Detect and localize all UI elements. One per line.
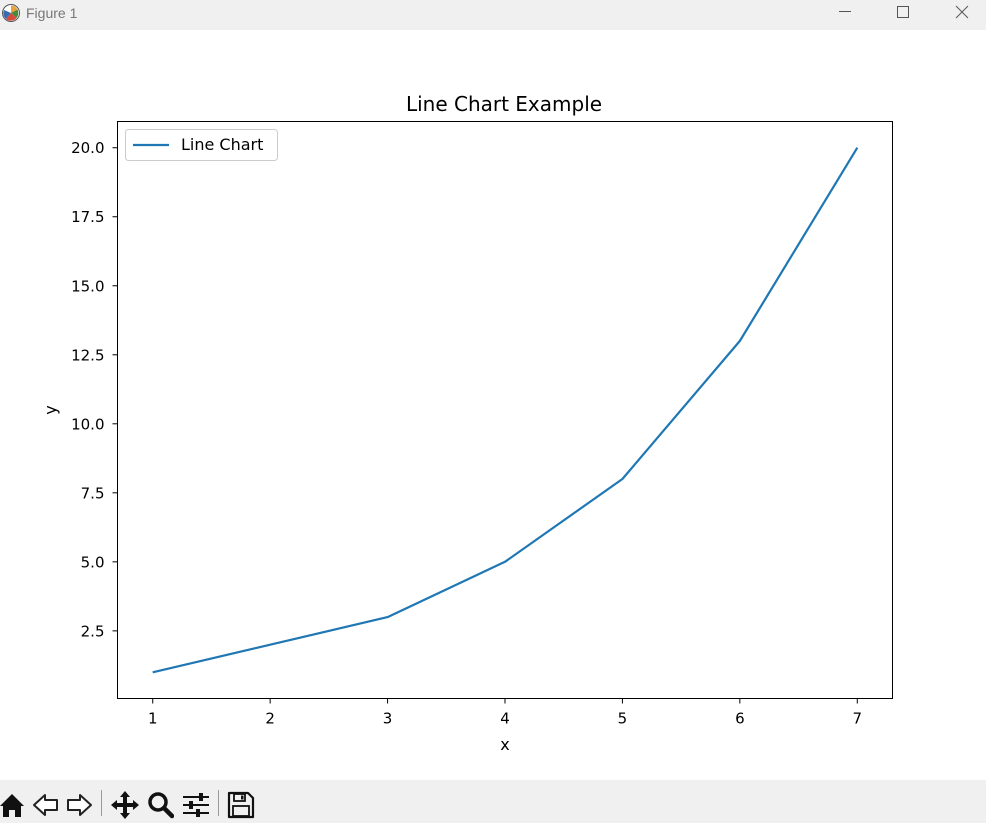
y-axis-label: y [41,405,60,414]
floppy-disk-icon [227,791,255,819]
x-tick-label: 7 [852,710,862,728]
series-line [152,147,859,674]
close-icon [955,5,969,19]
minimize-icon [839,11,851,12]
y-tick-label: 20.0 [71,139,104,157]
forward-button[interactable] [65,780,93,823]
navigation-toolbar [0,780,986,823]
x-tick-label: 1 [148,710,158,728]
back-button[interactable] [32,780,60,823]
toolbar-separator [218,790,219,816]
window-title: Figure 1 [26,5,78,21]
matplotlib-logo-icon [2,4,20,22]
y-tick-label: 10.0 [71,415,104,433]
maximize-icon [897,6,909,18]
y-tick-label: 15.0 [71,277,104,295]
zoom-button[interactable] [146,780,174,823]
legend-label: Line Chart [181,135,263,154]
window-titlebar: Figure 1 [0,0,986,30]
toolbar-separator [101,790,102,816]
home-button[interactable] [0,780,24,823]
minimize-button[interactable] [822,0,868,30]
x-tick-label: 5 [618,710,628,728]
figure-canvas[interactable]: Line Chart Example 1 2 3 4 5 6 7 2.5 5.0 7.5 10.0… [0,30,986,780]
x-tick-label: 4 [500,710,510,728]
legend-box [125,129,278,161]
y-axis-ticks: 2.5 5.0 7.5 10.0 12.5 15.0 17.5 20.0 [71,139,118,640]
plot-area [117,121,893,699]
x-tick-label: 3 [383,710,393,728]
x-tick-label: 6 [735,710,745,728]
x-axis-ticks: 1 2 3 4 5 6 7 [148,698,862,728]
save-button[interactable] [227,780,255,823]
y-tick-label: 5.0 [81,553,105,571]
y-tick-label: 17.5 [71,208,104,226]
maximize-button[interactable] [880,0,926,30]
y-tick-label: 12.5 [71,346,104,364]
legend: Line Chart [125,129,278,161]
sliders-icon [183,793,209,817]
configure-subplots-button[interactable] [182,780,210,823]
line-chart: Line Chart Example 1 2 3 4 5 6 7 2.5 5.0 7.5 10.0… [41,92,893,754]
move-icon [111,791,139,819]
back-arrow-icon [33,794,58,816]
close-button[interactable] [940,0,986,30]
y-tick-label: 7.5 [81,484,105,502]
magnifier-icon [148,792,174,819]
x-tick-label: 2 [265,710,275,728]
forward-arrow-icon [67,794,92,816]
pan-button[interactable] [110,780,140,823]
chart-title: Line Chart Example [406,92,602,116]
home-icon [0,794,24,817]
x-axis-label: x [500,735,509,754]
y-tick-label: 2.5 [81,622,105,640]
